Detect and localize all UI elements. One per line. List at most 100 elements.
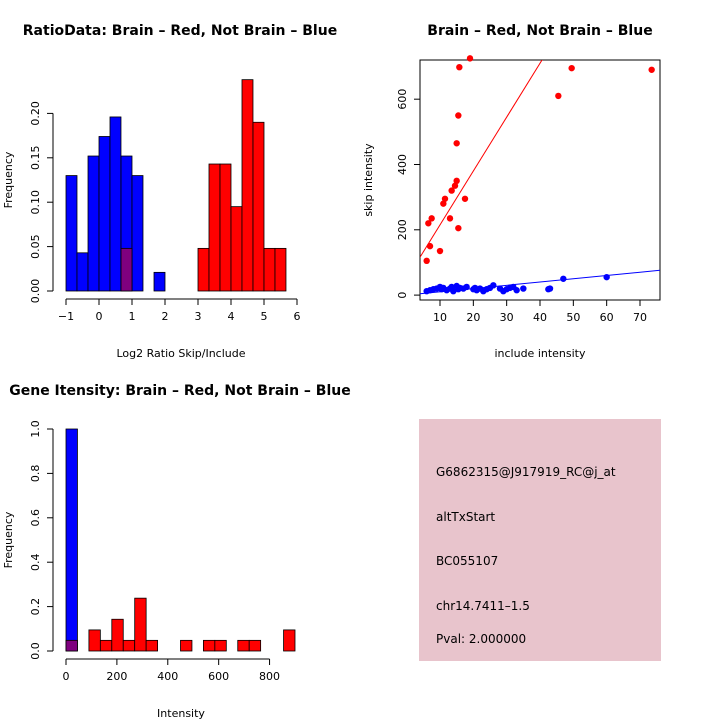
point-brain xyxy=(440,200,447,207)
x-tick-label: 6 xyxy=(294,310,301,323)
bar-brain-8 xyxy=(274,247,287,292)
point-not-brain xyxy=(520,285,527,292)
fit-line-brain xyxy=(420,60,543,258)
bar-brain-10 xyxy=(237,639,250,652)
point-brain xyxy=(451,182,459,189)
ratio-histogram-title: RatioData: Brain – Red, Not Brain – Blue xyxy=(23,23,337,39)
bar-brain-7 xyxy=(180,639,193,652)
point-brain xyxy=(456,63,463,71)
bar-brain-9 xyxy=(214,639,227,652)
point-brain xyxy=(425,220,432,227)
info-pval: Pval: 2.000000 xyxy=(436,632,526,646)
point-brain xyxy=(426,242,434,250)
y-tick-label: 0 xyxy=(396,292,409,299)
y-tick-label: 0.2 xyxy=(29,598,42,616)
bar-not-brain-0 xyxy=(65,428,78,652)
x-tick-label: 50 xyxy=(566,311,580,324)
y-tick-label: 0.8 xyxy=(29,465,42,483)
x-tick-label: 0 xyxy=(96,310,103,323)
bar-brain-1 xyxy=(88,629,101,652)
bar-brain-7 xyxy=(263,247,276,292)
point-brain xyxy=(648,66,655,73)
bar-brain-6 xyxy=(145,639,158,652)
x-tick-label: 4 xyxy=(228,310,235,323)
bar-brain-11 xyxy=(248,639,262,652)
scatter-title: Brain – Red, Not Brain – Blue xyxy=(427,23,652,39)
x-tick-label: 400 xyxy=(157,670,178,683)
bar-brain-4 xyxy=(122,639,136,652)
ratio-histogram-panel: RatioData: Brain – Red, Not Brain – Blue… xyxy=(2,23,337,360)
x-tick-label: 20 xyxy=(466,311,480,324)
gene-intensity-xlabel: Intensity xyxy=(157,707,205,720)
bar-not-brain-4 xyxy=(109,116,122,292)
point-not-brain xyxy=(560,275,567,282)
gene-intensity-panel: Gene Itensity: Brain – Red, Not Brain – … xyxy=(2,383,351,720)
x-tick-label: 40 xyxy=(533,311,547,324)
x-tick-label: 800 xyxy=(259,670,280,683)
point-brain xyxy=(455,112,462,119)
bar-brain-0 xyxy=(65,639,78,652)
point-brain xyxy=(461,195,469,202)
info-location: chr14.7411–1.5 xyxy=(436,599,530,613)
point-brain xyxy=(446,215,454,222)
point-brain xyxy=(428,215,435,222)
gene-intensity-ylabel: Frequency xyxy=(2,511,15,568)
y-tick-label: 0.6 xyxy=(29,509,42,527)
point-brain xyxy=(448,187,455,194)
y-tick-label: 600 xyxy=(396,89,409,110)
y-tick-label: 0.00 xyxy=(29,279,42,304)
x-tick-label: 0 xyxy=(63,670,70,683)
info-probe: G6862315@J917919_RC@j_at xyxy=(436,465,616,479)
point-brain xyxy=(453,177,460,185)
bar-not-brain-1 xyxy=(76,252,89,292)
point-not-brain xyxy=(513,287,520,294)
x-tick-label: 5 xyxy=(261,310,268,323)
info-event: altTxStart xyxy=(436,510,495,524)
point-not-brain xyxy=(603,273,610,281)
x-tick-label: 70 xyxy=(633,311,647,324)
y-tick-label: 0.10 xyxy=(29,190,42,215)
y-tick-label: 0.20 xyxy=(29,101,42,126)
y-tick-label: 0.0 xyxy=(29,642,42,660)
bar-not-brain-6 xyxy=(131,175,144,292)
x-tick-label: 3 xyxy=(195,310,202,323)
gene-intensity-title: Gene Itensity: Brain – Red, Not Brain – … xyxy=(9,383,351,399)
y-tick-label: 1.0 xyxy=(29,420,42,438)
bar-not-brain-2 xyxy=(87,155,100,292)
point-not-brain xyxy=(463,283,470,291)
bar-brain-5 xyxy=(134,597,147,652)
bar-brain-2 xyxy=(99,639,113,652)
point-brain xyxy=(423,257,430,265)
info-accession: BC055107 xyxy=(436,554,498,568)
intensity-scatter-panel: Brain – Red, Not Brain – Blue 10 20 30 40 50… xyxy=(362,23,661,360)
point-brain xyxy=(436,247,444,255)
x-tick-label: 200 xyxy=(106,670,127,683)
point-brain xyxy=(441,195,449,202)
y-tick-label: 0.15 xyxy=(29,146,42,171)
point-brain xyxy=(453,140,460,147)
bar-brain-8 xyxy=(202,639,216,652)
ratio-histogram-xlabel: Log2 Ratio Skip/Include xyxy=(116,347,245,360)
x-tick-label: 2 xyxy=(162,310,169,323)
x-tick-label: 600 xyxy=(208,670,229,683)
bar-brain-2 xyxy=(208,163,221,292)
point-brain xyxy=(455,224,462,232)
point-not-brain xyxy=(490,282,497,289)
bar-brain-1 xyxy=(197,247,210,292)
point-not-brain xyxy=(546,285,554,292)
x-tick-label: 1 xyxy=(129,310,136,323)
x-tick-label: 30 xyxy=(500,311,514,324)
bar-brain-6 xyxy=(252,121,265,292)
bar-not-brain-7 xyxy=(153,271,166,292)
y-tick-label: 400 xyxy=(396,154,409,175)
ratio-histogram-ylabel: Frequency xyxy=(2,151,15,208)
info-panel-background xyxy=(419,419,661,661)
scatter-ylabel: skip intensity xyxy=(362,143,375,217)
y-tick-label: 0.05 xyxy=(29,234,42,259)
bar-not-brain-0 xyxy=(65,175,78,292)
x-tick-label: 60 xyxy=(600,311,614,324)
point-brain xyxy=(568,64,575,72)
point-brain xyxy=(466,55,474,62)
y-tick-label: 200 xyxy=(396,219,409,240)
